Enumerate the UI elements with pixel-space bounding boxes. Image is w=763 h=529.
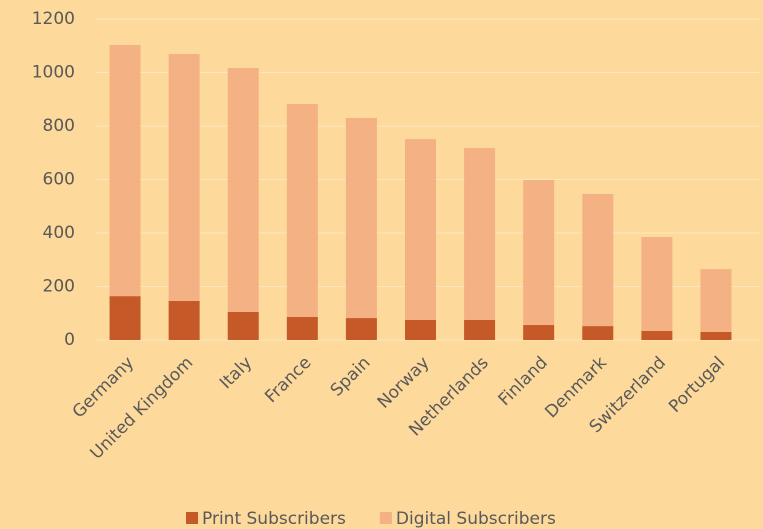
bar-segment: [345, 318, 377, 340]
bar-segment: [464, 147, 496, 320]
y-tick-label: 0: [64, 330, 75, 350]
bar-segment: [227, 311, 259, 340]
legend-label: Digital Subscribers: [396, 509, 556, 529]
bar-segment: [286, 316, 318, 340]
bar-segment: [641, 237, 673, 331]
y-tick-label: 1000: [32, 63, 75, 83]
y-tick-label: 1200: [32, 9, 75, 29]
bar-segment: [345, 117, 377, 319]
bar-segment: [109, 44, 141, 297]
bar-segment: [168, 54, 200, 301]
legend-swatch: [186, 512, 198, 524]
bar-segment: [405, 319, 436, 340]
y-tick-label: 400: [43, 223, 75, 243]
legend-swatch: [379, 512, 392, 524]
y-tick-label: 600: [43, 170, 75, 190]
bar-segment: [700, 269, 732, 332]
bar-segment: [405, 139, 436, 320]
bar-segment: [286, 104, 318, 317]
bar-segment: [109, 296, 141, 340]
bar-segment: [168, 300, 200, 340]
bar-segment: [227, 67, 259, 312]
bar-segment: [700, 331, 732, 340]
bar-segment: [582, 193, 614, 327]
bar-segment: [523, 180, 555, 326]
bar-segment: [641, 330, 673, 340]
legend-label: Print Subscribers: [202, 509, 346, 529]
y-tick-label: 200: [43, 277, 75, 297]
y-tick-label: 800: [43, 116, 75, 136]
bar-segment: [523, 325, 555, 340]
bar-segment: [582, 326, 614, 340]
bar-segment: [464, 319, 496, 340]
